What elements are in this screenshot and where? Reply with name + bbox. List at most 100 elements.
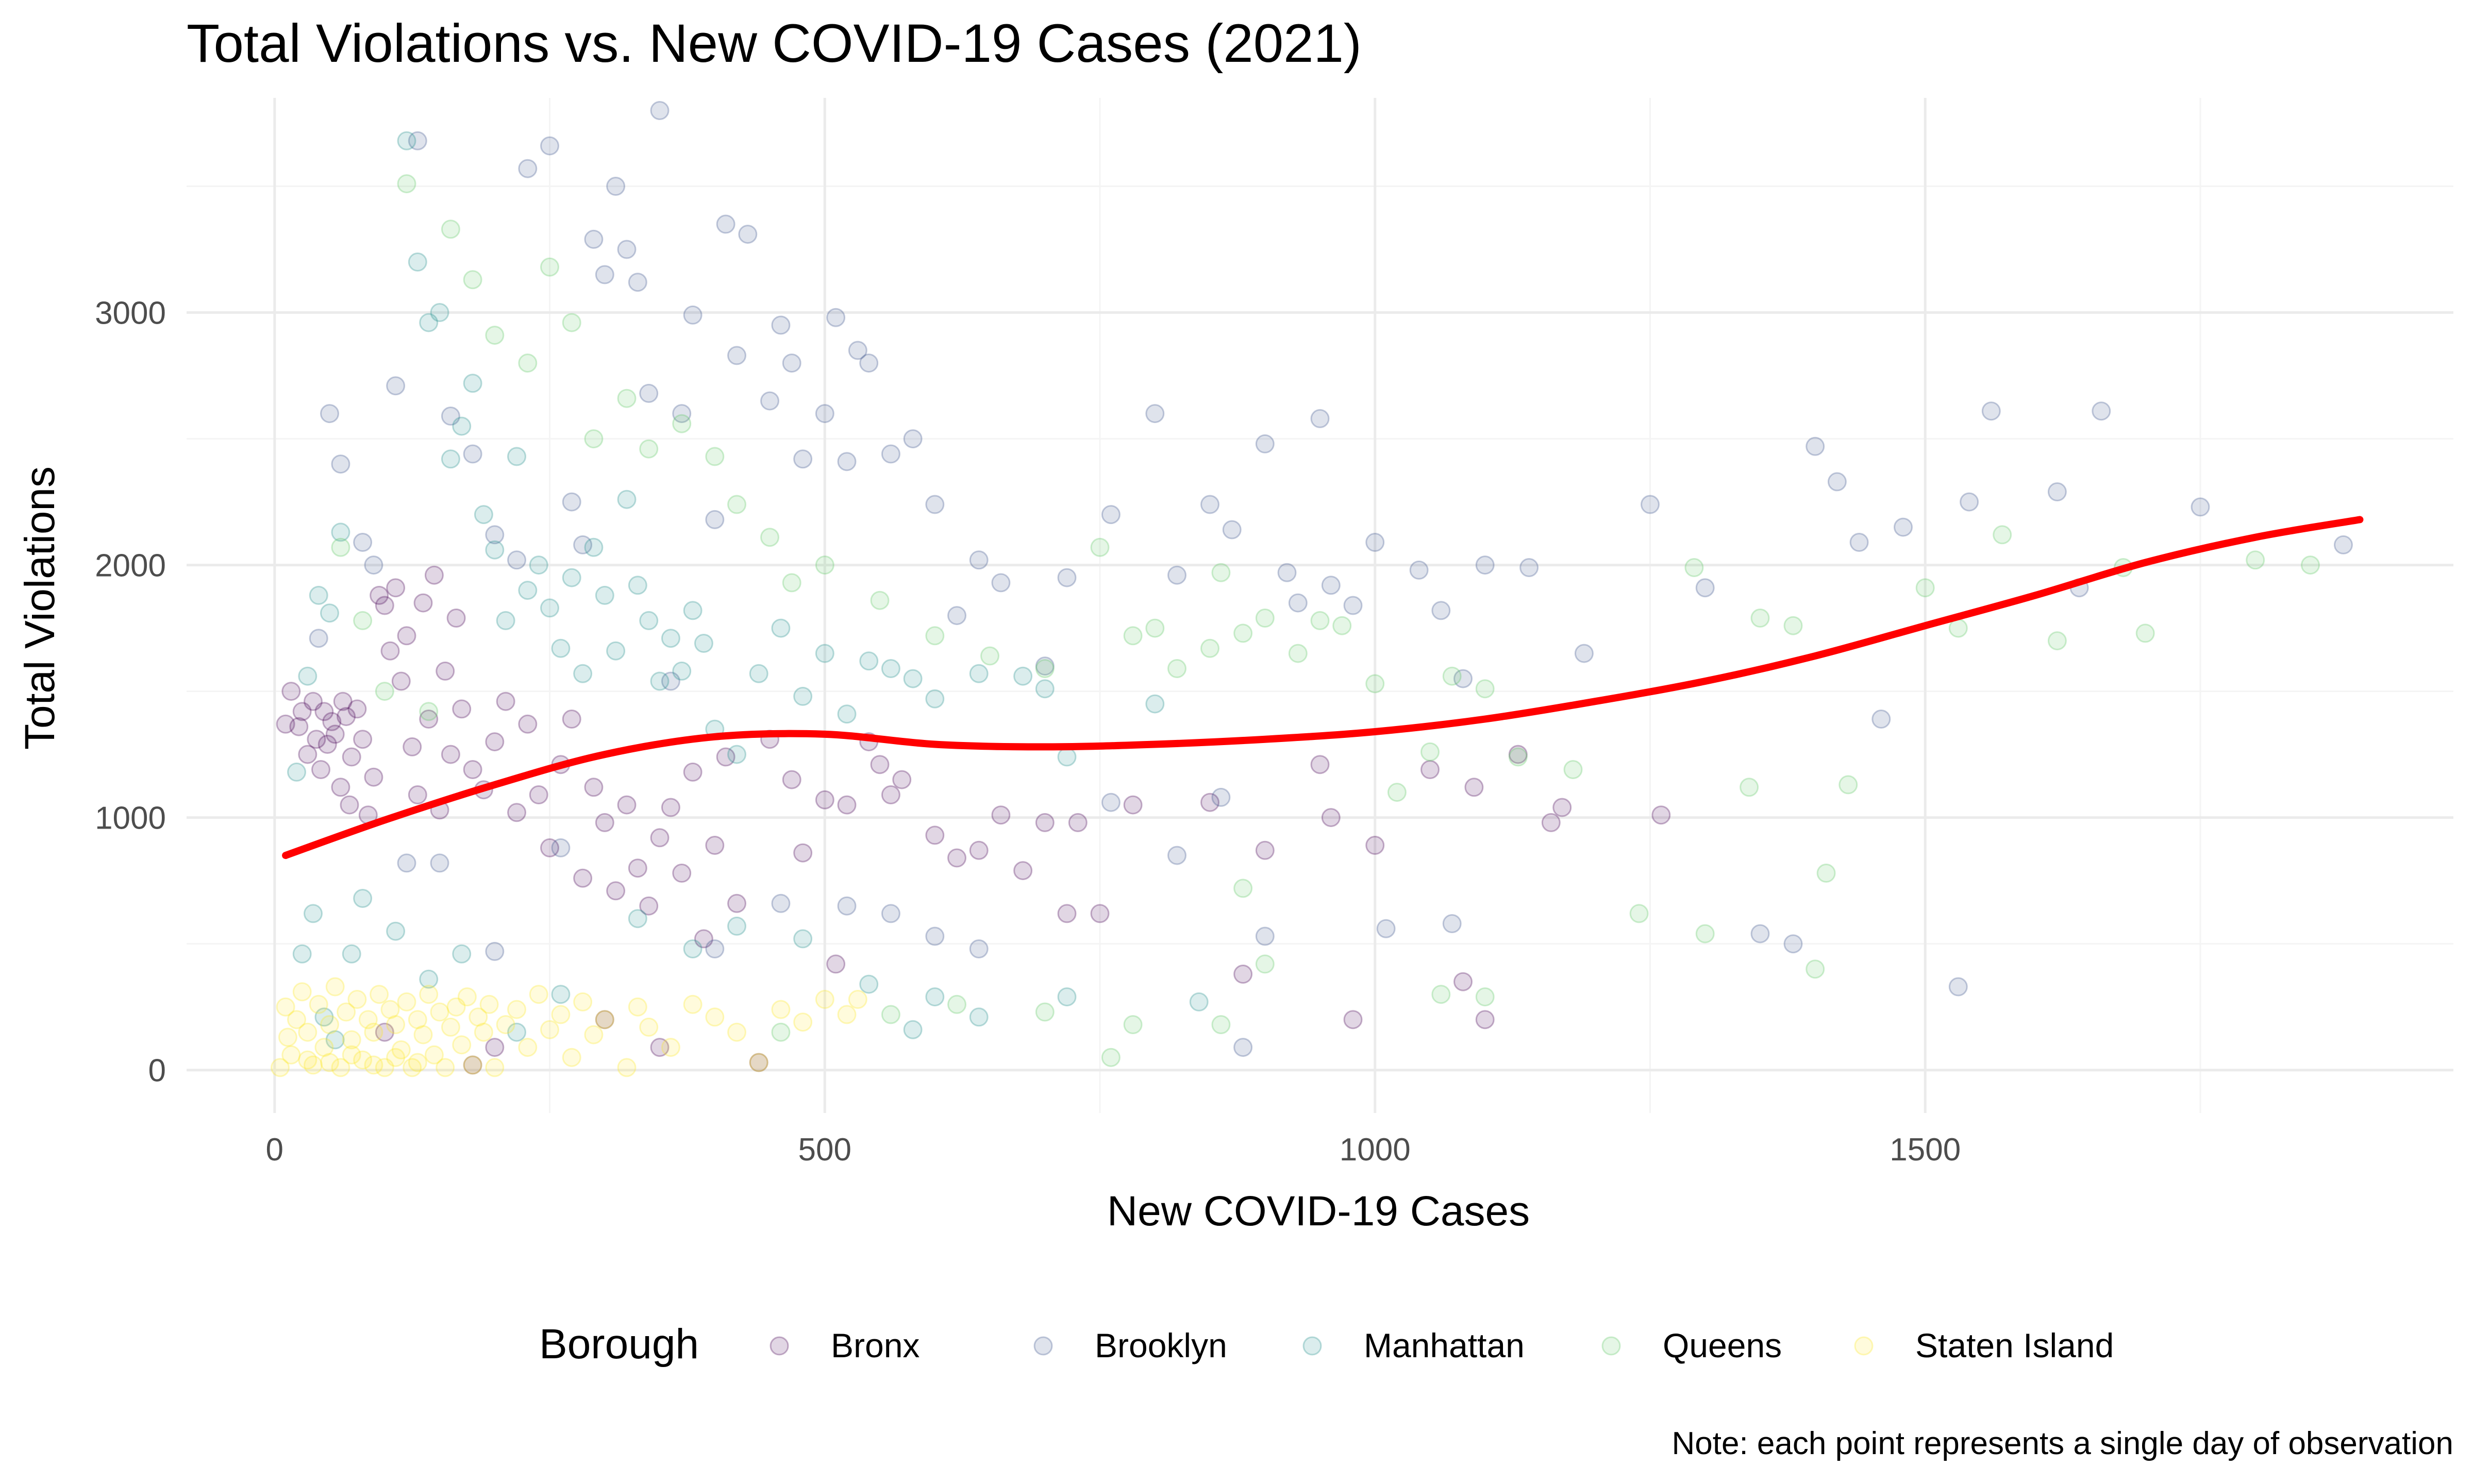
data-point (705, 1007, 725, 1027)
data-point (436, 1058, 455, 1077)
data-point (1508, 745, 1528, 764)
data-point (793, 843, 813, 863)
data-point (309, 585, 328, 605)
data-point (1783, 616, 1803, 635)
data-point (848, 990, 867, 1009)
data-point (1189, 992, 1209, 1011)
data-point (683, 305, 703, 325)
data-point (947, 848, 966, 868)
data-point (347, 699, 367, 719)
data-point (289, 717, 309, 736)
data-point (595, 585, 614, 605)
data-point (727, 916, 746, 936)
data-point (507, 447, 526, 466)
data-point (325, 977, 345, 997)
data-point (380, 1000, 400, 1019)
data-point (1519, 558, 1539, 577)
data-point (1200, 792, 1219, 812)
data-point (859, 353, 879, 373)
data-point (485, 732, 505, 752)
data-point (1849, 533, 1869, 552)
data-point (969, 664, 989, 683)
data-point (452, 1035, 472, 1055)
data-point (364, 1022, 383, 1042)
data-point (278, 1027, 297, 1047)
data-point (292, 982, 312, 1002)
legend-item-bronx: Bronx (770, 1326, 920, 1364)
data-point (881, 444, 900, 464)
data-point (386, 1015, 406, 1034)
data-point (331, 522, 350, 542)
data-point (298, 1050, 317, 1070)
data-point (727, 893, 746, 913)
data-point (485, 540, 505, 560)
data-point (463, 1055, 482, 1075)
data-point (727, 745, 746, 764)
data-point (441, 1017, 460, 1037)
data-point (892, 770, 912, 789)
data-point (1090, 904, 1110, 923)
data-point (518, 714, 538, 734)
data-point (1695, 578, 1715, 598)
data-point (1442, 666, 1462, 686)
data-point (322, 712, 342, 731)
data-point (375, 596, 394, 615)
x-tick-label: 0 (266, 1132, 283, 1168)
data-point (397, 626, 416, 646)
x-tick-label: 500 (798, 1132, 851, 1168)
legend: Borough Bronx Brooklyn Manhattan Queens Stat… (539, 1321, 2114, 1368)
data-point (1057, 568, 1077, 587)
data-point (584, 537, 604, 557)
data-point (639, 611, 659, 630)
data-point (584, 778, 604, 797)
data-point (518, 581, 538, 600)
data-point (1563, 760, 1583, 779)
data-point (370, 585, 389, 605)
x-tick-label: 1500 (1890, 1132, 1961, 1168)
data-point (331, 454, 350, 474)
data-point (639, 383, 659, 403)
data-point (859, 974, 879, 994)
data-point (1211, 563, 1231, 582)
data-point (771, 893, 791, 913)
data-point (771, 1022, 791, 1042)
data-point (391, 1040, 411, 1059)
data-point (1838, 775, 1858, 795)
data-point (815, 990, 834, 1009)
data-point (815, 644, 834, 663)
data-point (408, 131, 427, 150)
data-point (1431, 601, 1451, 620)
legend-key (770, 1336, 789, 1356)
data-point (446, 997, 466, 1017)
data-point (1816, 864, 1836, 883)
data-point (1981, 401, 2001, 421)
data-point (375, 1022, 394, 1042)
data-point (617, 389, 637, 408)
data-point (1255, 926, 1275, 946)
data-point (353, 1050, 373, 1070)
data-point (1343, 1010, 1363, 1030)
data-point (760, 391, 779, 411)
data-point (463, 760, 482, 779)
data-point (397, 174, 416, 194)
data-point (1167, 565, 1186, 585)
data-point (463, 270, 482, 290)
data-point (441, 407, 460, 426)
data-point (925, 626, 945, 646)
data-point (342, 1045, 361, 1065)
data-point (380, 641, 400, 661)
data-point (1090, 537, 1110, 557)
data-point (628, 576, 647, 595)
data-point (694, 634, 713, 653)
y-axis-label: Total Violations (16, 466, 63, 750)
caption-note: Note: each point represents a single day… (1672, 1426, 2454, 1461)
data-point (1387, 783, 1407, 802)
data-point (386, 1048, 406, 1067)
legend-title: Borough (539, 1321, 699, 1368)
data-point (496, 692, 515, 711)
data-point (1993, 525, 2012, 545)
data-point (1629, 904, 1649, 923)
data-point (837, 452, 857, 471)
data-point (870, 591, 890, 610)
data-point (628, 858, 647, 878)
